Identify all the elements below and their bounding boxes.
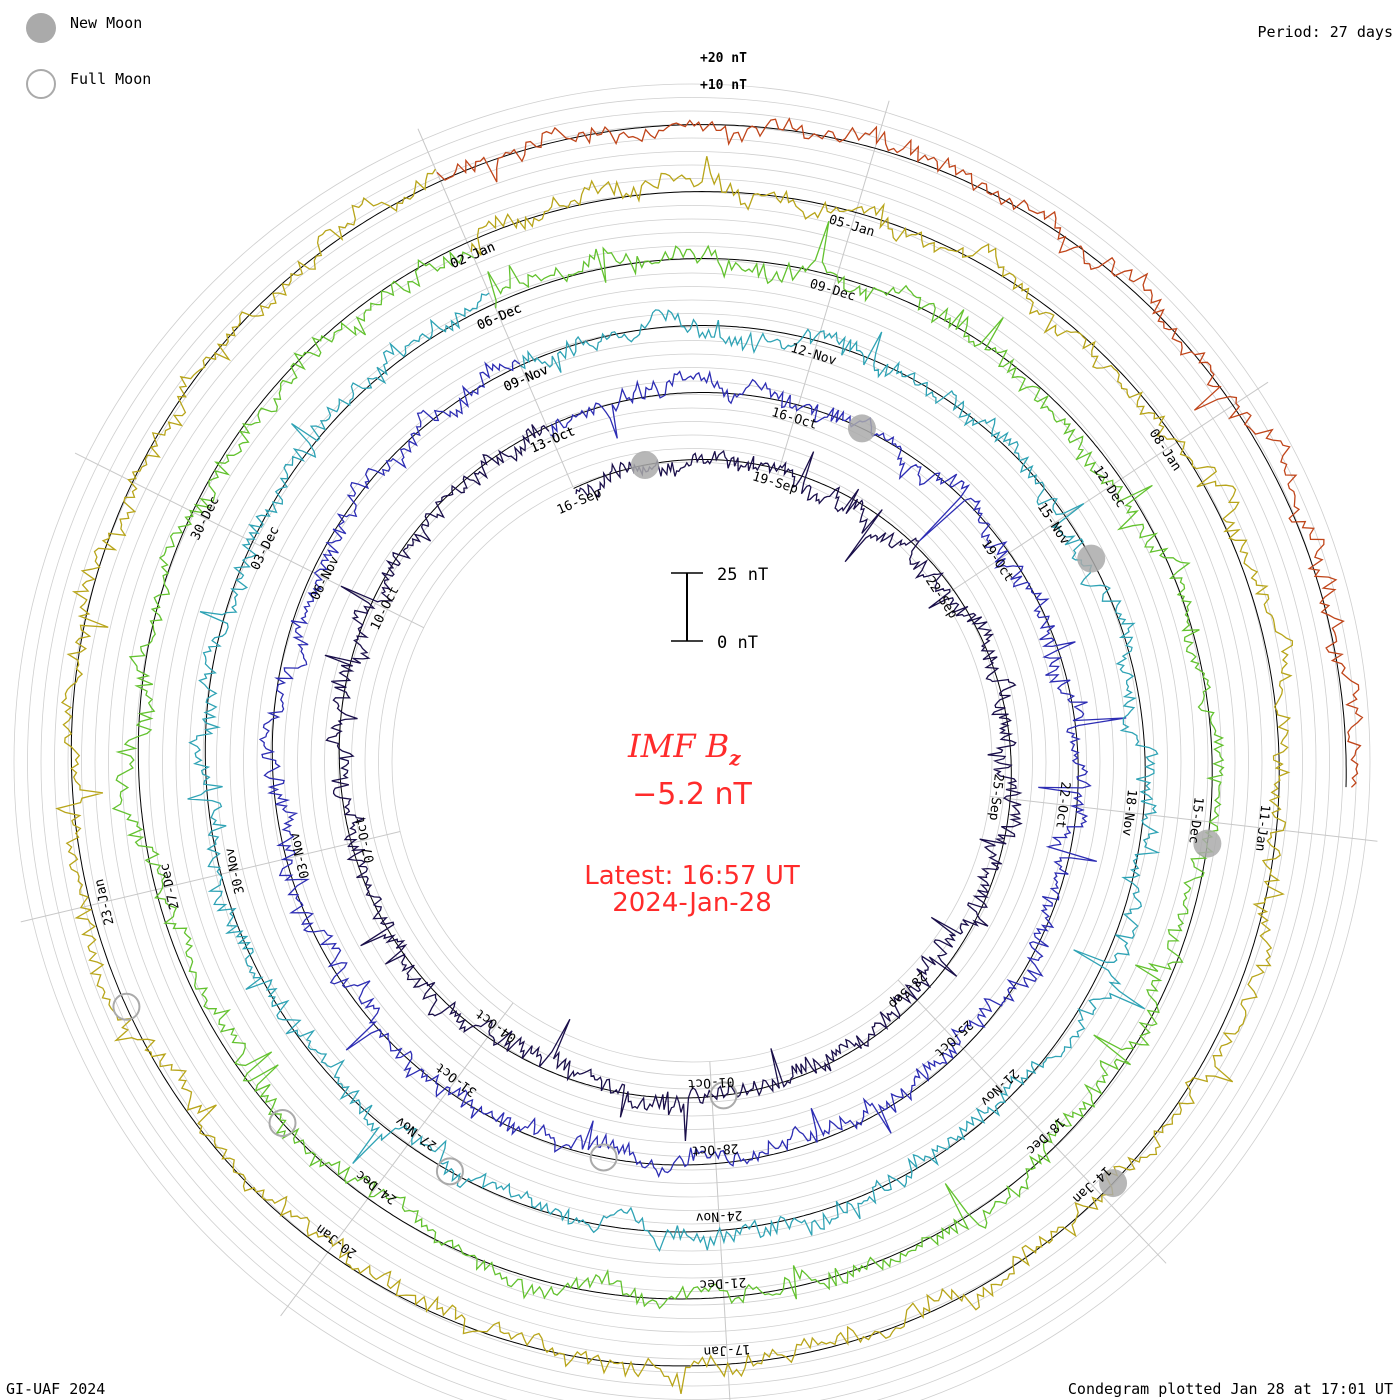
date-label: 24-Nov <box>695 1207 743 1225</box>
zero-baseline-nov-dec <box>204 303 1146 1233</box>
trace-dec <box>111 220 1225 1310</box>
grid-ring <box>162 232 1222 1292</box>
date-label: 08-Jan <box>1146 426 1184 473</box>
new-moon-marker <box>847 414 876 443</box>
date-label: 01-Oct <box>687 1073 735 1091</box>
full-moon-marker <box>112 992 141 1021</box>
scale-bar: 25 nT 0 nT <box>671 565 768 653</box>
day-spoke <box>20 831 401 923</box>
ring-scale-label-20: +20 nT <box>700 51 747 66</box>
date-label: 22-Sep <box>922 574 960 622</box>
grid-ring <box>148 218 1236 1306</box>
date-label: 03-Dec <box>248 524 282 573</box>
date-label: 20-Jan <box>313 1221 360 1261</box>
data-traces <box>55 117 1364 1395</box>
date-label: 27-Dec <box>157 862 182 911</box>
center-title-main: IMF B <box>627 727 729 765</box>
grid-ring <box>324 394 1060 1130</box>
date-label: 21-Dec <box>699 1274 747 1292</box>
center-readout: IMF Bz −5.2 nT Latest: 16:57 UT 2024-Jan… <box>584 727 800 918</box>
date-label: 28-Sep <box>885 968 930 1011</box>
day-spoke <box>777 100 890 475</box>
day-spoke <box>709 1061 731 1400</box>
full-moon-marker <box>589 1143 618 1172</box>
plotted-timestamp: Condegram plotted Jan 28 at 17:01 UT <box>1067 1380 1393 1398</box>
latest-date: 2024-Jan-28 <box>612 888 772 918</box>
grid-ring <box>175 245 1209 1279</box>
date-label: 23-Jan <box>92 877 117 926</box>
full-moon-icon <box>26 69 56 99</box>
date-label: 06-Dec <box>475 301 524 333</box>
grid-ring <box>243 313 1141 1211</box>
center-value: −5.2 nT <box>632 777 752 812</box>
trace-nov-dec <box>187 292 1161 1253</box>
date-label: 17-Jan <box>703 1341 751 1359</box>
grid-ring <box>108 178 1276 1346</box>
grid-ring <box>216 286 1168 1238</box>
trace-jan <box>436 117 1364 788</box>
date-label: 25-Sep <box>986 773 1006 822</box>
grid-ring <box>189 259 1195 1265</box>
day-spoke <box>897 979 1167 1264</box>
date-label: 18-Dec <box>1023 1114 1067 1157</box>
grid-ring <box>337 407 1047 1117</box>
new-moon-marker <box>630 451 659 480</box>
day-spoke <box>74 452 424 629</box>
grid-ring <box>40 110 1344 1400</box>
full-moon-marker <box>268 1109 297 1138</box>
ring-scale-label-10: +10 nT <box>700 78 747 93</box>
date-label: 22-Oct <box>1052 781 1072 829</box>
new-moon-icon <box>26 13 56 43</box>
legend-new-moon-label: New Moon <box>70 14 143 32</box>
full-moon-marker <box>435 1157 464 1186</box>
date-label: 15-Dec <box>1185 796 1205 844</box>
latest-time: Latest: 16:57 UT <box>584 861 800 891</box>
day-spoke <box>280 1002 514 1317</box>
date-label: 04-Oct <box>473 1005 520 1045</box>
trace-oct-nov <box>258 359 1127 1179</box>
date-label: 28-Oct <box>691 1140 739 1158</box>
zero-baseline-jan <box>440 124 1347 788</box>
grid-ring <box>94 164 1290 1360</box>
date-label: 27-Nov <box>393 1113 440 1153</box>
zero-baseline-oct-nov <box>271 365 1079 1166</box>
scale-bar-top-label: 25 nT <box>717 565 768 585</box>
grid-ring <box>135 205 1249 1319</box>
center-title: IMF Bz <box>627 727 741 770</box>
grid-ring <box>13 83 1371 1400</box>
date-label: 30-Nov <box>222 846 248 895</box>
grid-ring <box>378 448 1006 1076</box>
center-title-sub: z <box>728 746 741 770</box>
grid-ring <box>27 97 1357 1400</box>
grid-ring <box>310 380 1074 1144</box>
credit-label: GI-UAF 2024 <box>6 1380 106 1398</box>
grid-ring <box>81 151 1303 1373</box>
moon-markers <box>112 414 1222 1198</box>
full-moon-marker <box>709 1081 738 1110</box>
grid-ring <box>283 353 1101 1171</box>
grid-rings <box>13 83 1371 1400</box>
trace-dec-jan <box>55 156 1294 1395</box>
date-label: 25-Oct <box>931 1017 975 1060</box>
scale-bar-bottom-label: 0 nT <box>717 633 758 653</box>
date-label: 18-Nov <box>1119 788 1139 837</box>
new-moon-marker <box>1077 544 1106 573</box>
date-label: 06-Nov <box>308 554 343 603</box>
grid-ring <box>351 421 1033 1103</box>
grid-ring <box>270 340 1114 1184</box>
date-label: 24-Dec <box>353 1167 400 1207</box>
day-spoke <box>989 795 1378 842</box>
new-moon-marker <box>1099 1169 1128 1198</box>
date-label: 30-Dec <box>188 494 222 543</box>
date-label: 11-Jan <box>1252 804 1272 852</box>
trace-sep-oct <box>324 424 1023 1142</box>
legend-full-moon-label: Full Moon <box>70 70 152 88</box>
new-moon-marker <box>1193 829 1222 858</box>
grid-ring <box>256 326 1128 1198</box>
grid-ring <box>202 272 1182 1252</box>
grid-ring <box>67 137 1317 1387</box>
grid-ring <box>229 299 1155 1225</box>
period-label: Period: 27 days <box>1257 23 1393 41</box>
